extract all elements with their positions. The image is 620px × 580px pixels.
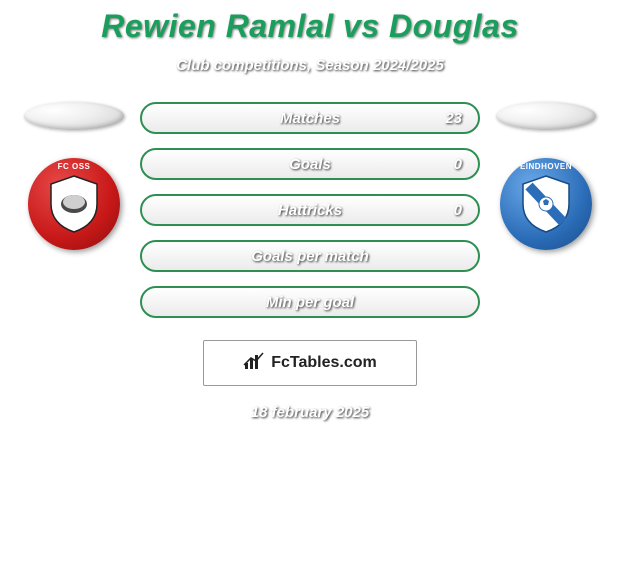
stat-row-mpg: Min per goal xyxy=(140,286,480,318)
left-shield-icon xyxy=(47,174,101,234)
stat-label: Goals per match xyxy=(251,248,369,265)
right-shield-icon xyxy=(519,174,573,234)
stat-row-matches: Matches 23 xyxy=(140,102,480,134)
left-team-col: FC OSS xyxy=(14,102,134,250)
right-ellipse xyxy=(496,102,596,130)
stats-column: Matches 23 Goals 0 Hattricks 0 Goals per… xyxy=(140,102,480,318)
left-team-badge: FC OSS xyxy=(28,158,120,250)
right-badge-text: EINDHOVEN xyxy=(500,162,592,171)
barchart-icon xyxy=(243,351,265,376)
content-row: FC OSS Matches 23 Goals 0 Hattricks 0 Go… xyxy=(0,102,620,318)
brand-text: FcTables.com xyxy=(271,354,377,372)
right-team-badge: EINDHOVEN xyxy=(500,158,592,250)
season-subtitle: Club competitions, Season 2024/2025 xyxy=(0,57,620,74)
brand-box[interactable]: FcTables.com xyxy=(203,340,417,386)
comparison-title: Rewien Ramlal vs Douglas xyxy=(0,8,620,45)
stat-row-gpm: Goals per match xyxy=(140,240,480,272)
stat-label: Hattricks xyxy=(278,202,342,219)
stat-value: 0 xyxy=(454,202,462,219)
left-ellipse xyxy=(24,102,124,130)
stat-label: Min per goal xyxy=(266,294,354,311)
date-text: 18 february 2025 xyxy=(0,404,620,421)
stat-row-goals: Goals 0 xyxy=(140,148,480,180)
right-team-col: EINDHOVEN xyxy=(486,102,606,250)
stat-value: 0 xyxy=(454,156,462,173)
stat-row-hattricks: Hattricks 0 xyxy=(140,194,480,226)
left-badge-text: FC OSS xyxy=(28,162,120,171)
stat-value: 23 xyxy=(445,110,462,127)
stat-label: Goals xyxy=(289,156,331,173)
header: Rewien Ramlal vs Douglas Club competitio… xyxy=(0,0,620,74)
stat-label: Matches xyxy=(280,110,340,127)
